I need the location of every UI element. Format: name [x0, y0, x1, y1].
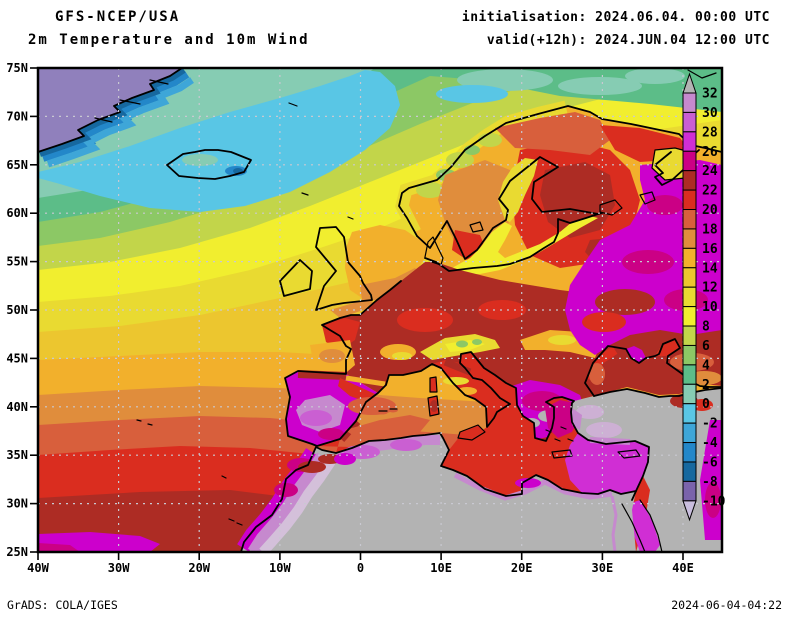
greenland-iceland-sea — [38, 68, 400, 212]
greenland — [38, 68, 183, 153]
init-time-label: initialisation: 2024.06.04. 00:00 UTC — [462, 10, 770, 25]
colorbar-tick-label: 12 — [702, 281, 718, 296]
grads-credit: GrADS: COLA/IGES — [7, 598, 118, 612]
lat-tick-label: 60N — [6, 206, 28, 220]
lon-tick-label: 20E — [511, 561, 533, 575]
colorbar-segment — [682, 150, 697, 172]
lat-tick-label: 75N — [6, 61, 28, 75]
colorbar-tick-label: 20 — [702, 203, 718, 218]
colorbar-segment — [682, 209, 697, 230]
lat-tick-label: 55N — [6, 255, 28, 269]
colorbar-segment — [682, 247, 697, 269]
lon-tick-label: 30W — [108, 561, 130, 575]
colorbar-tick-label: 26 — [702, 145, 718, 160]
colorbar-segment — [682, 228, 697, 249]
lon-tick-label: 20W — [188, 561, 210, 575]
colorbar-tick-label: 32 — [702, 87, 718, 102]
lon-tick-label: 30E — [592, 561, 614, 575]
colorbar-tick-label: -4 — [702, 436, 718, 451]
longitude-axis: 40W 30W 20W 10W 0 10E 20E 30E 40E — [27, 552, 694, 575]
colorbar-tick-label: 22 — [702, 184, 718, 199]
colorbar-segment — [682, 92, 697, 113]
colorbar-tick-label: 2 — [702, 378, 710, 393]
colorbar-tick-label: 24 — [702, 164, 718, 179]
lon-tick-label: 10E — [430, 561, 452, 575]
lon-tick-label: 40E — [672, 561, 694, 575]
colorbar-tick-label: 28 — [702, 125, 718, 140]
colorbar-tick-label: 14 — [702, 261, 718, 276]
colorbar-segment — [682, 325, 697, 346]
valid-time-label: valid(+12h): 2024.JUN.04 12:00 UTC — [487, 33, 770, 48]
colorbar-tick-label: -2 — [702, 417, 718, 432]
colorbar-segment — [682, 286, 697, 308]
colorbar-segment — [682, 170, 697, 191]
lat-tick-label: 35N — [6, 448, 28, 462]
temperature-field — [38, 68, 722, 552]
product-title: 2m Temperature and 10m Wind — [28, 32, 310, 48]
colorbar-segment — [682, 131, 697, 152]
colorbar-tick-label: 18 — [702, 222, 718, 237]
colorbar-segment — [682, 442, 697, 463]
iberia — [285, 370, 386, 446]
colorbar-tick-label: -8 — [702, 475, 718, 490]
colorbar-segment — [682, 306, 697, 327]
lat-tick-label: 70N — [6, 109, 28, 123]
colorbar-tick-label: 30 — [702, 106, 718, 121]
colorbar-tick-label: 4 — [702, 358, 710, 373]
lat-tick-label: 25N — [6, 545, 28, 559]
lon-tick-label: 10W — [269, 561, 291, 575]
lat-tick-label: 50N — [6, 303, 28, 317]
colorbar-segment — [682, 403, 697, 424]
iceland — [166, 149, 252, 180]
colorbar-tick-label: -10 — [702, 494, 726, 509]
colorbar-segment — [682, 364, 697, 385]
north-africa — [237, 433, 636, 552]
colorbar-tick-label: 0 — [702, 397, 710, 412]
lat-lon-gridlines — [38, 68, 722, 552]
latitude-axis: 75N 70N 65N 60N 55N 50N 45N 40N 35N 30N 25N — [6, 61, 38, 559]
colorbar-segment — [682, 461, 697, 482]
colorbar-segment — [682, 267, 697, 288]
baltic-sea — [452, 158, 598, 274]
colorbar-below-min-arrow — [682, 500, 697, 522]
colorbar-tick-label: 16 — [702, 242, 718, 257]
creation-timestamp: 2024-06-04-04:22 — [671, 598, 782, 612]
lat-tick-label: 45N — [6, 351, 28, 365]
colorbar-segment — [682, 189, 697, 211]
model-title: GFS-NCEP/USA — [55, 9, 180, 25]
colorbar-segment — [682, 383, 697, 405]
colorbar-segment — [682, 480, 697, 502]
colorbar-tick-label: 10 — [702, 300, 718, 315]
lat-tick-label: 65N — [6, 158, 28, 172]
colorbar-segment — [682, 422, 697, 444]
colorbar-segment — [682, 111, 697, 133]
colorbar-tick-label: -6 — [702, 455, 718, 470]
lat-tick-label: 30N — [6, 497, 28, 511]
lat-tick-label: 40N — [6, 400, 28, 414]
lon-tick-label: 0 — [357, 561, 364, 575]
colorbar-tick-label: 8 — [702, 320, 710, 335]
coastlines — [136, 69, 722, 552]
colorbar-tick-label: 6 — [702, 339, 710, 354]
lon-tick-label: 40W — [27, 561, 49, 575]
mountain-ridges — [420, 330, 600, 360]
east-mediterranean — [545, 400, 649, 494]
colorbar-segment — [682, 344, 697, 366]
north-sea — [330, 225, 425, 318]
